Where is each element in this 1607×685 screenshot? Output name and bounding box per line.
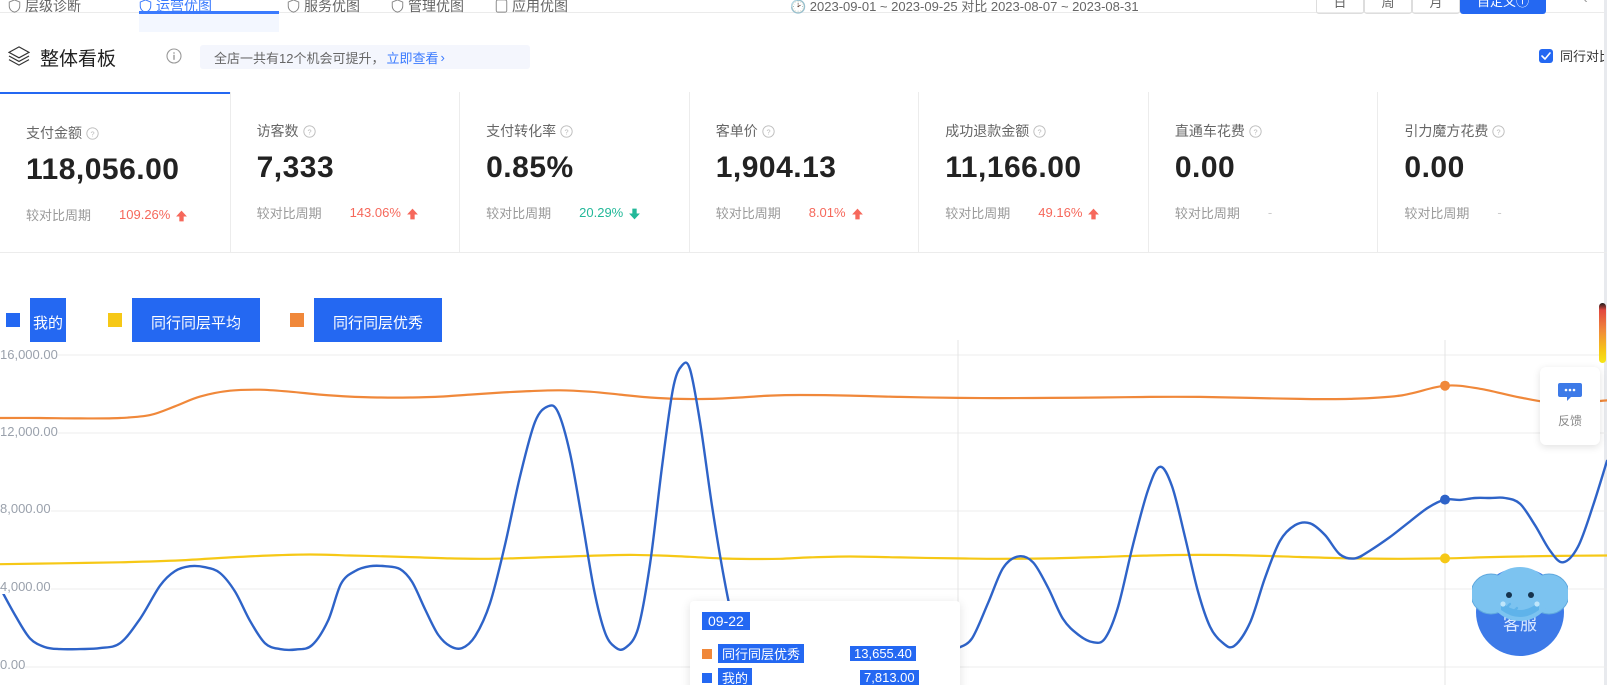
svg-text:?: ? [565,127,569,136]
svg-text:?: ? [1497,127,1501,136]
svg-text:?: ? [307,127,311,136]
svg-text:?: ? [90,129,94,138]
svg-text:?: ? [1038,127,1042,136]
svg-text:?: ? [766,127,770,136]
svg-text:?: ? [1253,127,1257,136]
